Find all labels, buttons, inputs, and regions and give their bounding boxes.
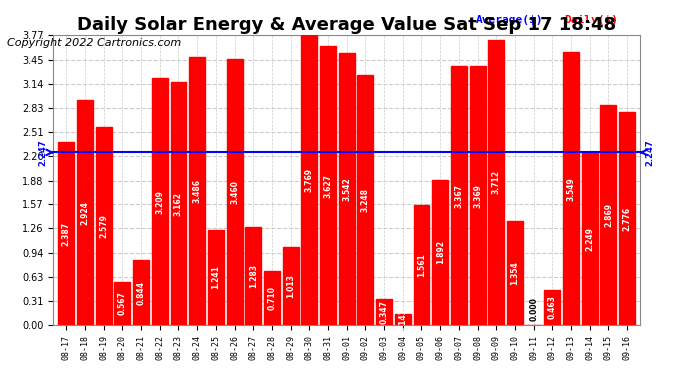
Bar	[264, 271, 280, 325]
Text: 0.463: 0.463	[548, 296, 557, 320]
Text: 3.549: 3.549	[566, 177, 575, 201]
Text: 2.387: 2.387	[62, 221, 71, 246]
Text: 3.460: 3.460	[230, 180, 239, 204]
Text: 3.369: 3.369	[473, 184, 482, 208]
Text: 3.248: 3.248	[361, 188, 370, 212]
Text: 2.579: 2.579	[99, 214, 108, 238]
Bar	[489, 40, 504, 325]
Bar	[152, 78, 168, 325]
Bar	[320, 46, 336, 325]
Bar	[189, 57, 205, 325]
Text: 1.561: 1.561	[417, 254, 426, 277]
Text: 0.567: 0.567	[118, 291, 127, 315]
Bar	[77, 100, 93, 325]
Title: Daily Solar Energy & Average Value Sat Sep 17 18:48: Daily Solar Energy & Average Value Sat S…	[77, 16, 616, 34]
Bar	[96, 127, 112, 325]
Text: 3.486: 3.486	[193, 179, 201, 203]
Text: 2.249: 2.249	[585, 227, 594, 251]
Bar	[544, 290, 560, 325]
Bar	[59, 142, 75, 325]
Text: 3.209: 3.209	[155, 190, 164, 214]
Bar	[339, 53, 355, 325]
Text: 0.844: 0.844	[137, 281, 146, 305]
Bar	[619, 112, 635, 325]
Text: 2.924: 2.924	[81, 201, 90, 225]
Bar	[246, 226, 262, 325]
Bar	[357, 75, 373, 325]
Bar	[563, 52, 579, 325]
Bar	[226, 59, 242, 325]
Bar	[432, 180, 448, 325]
Bar	[170, 82, 186, 325]
Bar	[376, 298, 392, 325]
Bar	[208, 230, 224, 325]
Text: 2.869: 2.869	[604, 203, 613, 227]
Text: 1.892: 1.892	[435, 240, 444, 264]
Text: 1.241: 1.241	[211, 266, 220, 290]
Text: 0.141: 0.141	[398, 308, 407, 332]
Bar	[470, 66, 486, 325]
Bar	[302, 35, 317, 325]
Bar	[600, 105, 616, 325]
Bar	[413, 205, 429, 325]
Bar	[451, 66, 467, 325]
Text: Copyright 2022 Cartronics.com: Copyright 2022 Cartronics.com	[7, 38, 181, 48]
Text: 1.283: 1.283	[249, 264, 258, 288]
Text: 2.247: 2.247	[646, 139, 655, 166]
Bar	[582, 152, 598, 325]
Bar	[283, 248, 299, 325]
Text: Daily($): Daily($)	[564, 15, 618, 25]
Text: 3.542: 3.542	[342, 177, 351, 201]
Text: 2.247: 2.247	[39, 139, 48, 166]
Bar	[115, 282, 130, 325]
Bar	[507, 221, 523, 325]
Text: 0.347: 0.347	[380, 300, 388, 324]
Text: 3.162: 3.162	[174, 192, 183, 216]
Text: 1.354: 1.354	[511, 261, 520, 285]
Text: Average($): Average($)	[476, 15, 543, 25]
Text: 3.367: 3.367	[455, 184, 464, 208]
Text: 2.776: 2.776	[622, 206, 631, 231]
Text: 0.710: 0.710	[268, 286, 277, 310]
Text: 3.769: 3.769	[305, 168, 314, 192]
Bar	[133, 260, 149, 325]
Bar	[395, 314, 411, 325]
Text: 0.000: 0.000	[529, 297, 538, 321]
Text: 3.627: 3.627	[324, 174, 333, 198]
Text: 1.013: 1.013	[286, 274, 295, 298]
Text: 3.712: 3.712	[492, 171, 501, 195]
